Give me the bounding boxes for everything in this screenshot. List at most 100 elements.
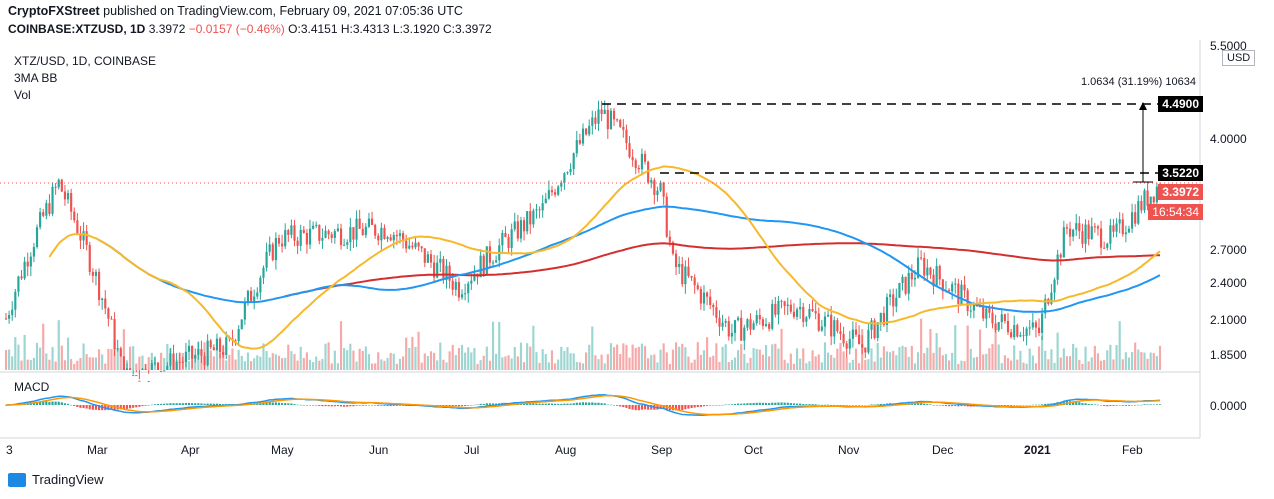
macd-histogram-bar [628,405,631,409]
macd-histogram-bar [1106,405,1109,407]
macd-histogram-bar [1044,403,1047,405]
volume-bar [935,333,938,370]
candle-body [42,212,45,216]
legend-indicator-volume[interactable]: Vol [14,88,31,102]
candle-body [848,338,851,349]
candle-body [1022,335,1025,337]
volume-bar [854,348,858,370]
macd-tick-zero: 0.0000 [1210,399,1247,413]
price-tick-3: 2.7000 [1210,243,1247,257]
candle-body [696,285,699,290]
volume-bar [417,331,420,370]
macd-histogram-bar [1062,401,1065,405]
candle-body [1028,327,1031,329]
macd-histogram-bar [32,402,36,405]
volume-bar [910,345,913,370]
candle-body [4,318,8,320]
macd-histogram-bar [1022,405,1025,406]
macd-histogram-bar [650,405,653,410]
volume-bar [277,355,281,370]
macd-histogram-bar [88,405,91,410]
candle-body [448,265,451,281]
volume-bar [774,343,777,370]
macd-histogram-bar [920,403,923,405]
candle-body [107,308,110,319]
macd-histogram-bar [147,405,150,406]
legend-indicator-ma[interactable]: 3MA BB [14,71,58,85]
volume-bar [358,348,361,370]
time-tick-sep: Sep [651,443,673,457]
volume-bar [783,359,786,370]
macd-histogram-bar [370,405,374,406]
volume-bar [851,359,854,370]
macd-histogram-bar [541,403,544,405]
volume-bar [1084,346,1087,370]
publisher-line: CryptoFXStreet published on TradingView.… [8,4,463,18]
volume-bar [625,344,628,370]
volume-bar [609,343,613,370]
macd-histogram-bar [879,403,882,405]
candle-body [1127,228,1131,233]
volume-bar [808,361,811,370]
candle-body [665,196,668,237]
macd-histogram-bar [392,405,395,406]
volume-bar [696,342,699,370]
tradingview-footer[interactable]: TradingView [8,472,104,487]
candlesticks [4,100,1162,383]
macd-histogram-bar [1109,405,1112,406]
volume-bar [858,363,861,370]
candle-body [659,182,662,191]
volume-bar [1121,359,1124,370]
volume-bar [972,357,975,370]
candle-body [749,319,752,330]
volume-bar [758,349,761,370]
volume-bar [35,342,39,370]
time-tick-nov: Nov [838,443,859,457]
volume-bar [39,347,42,370]
volume-bar [594,355,597,370]
macd-histogram-bar [833,404,836,406]
macd-histogram-bar [687,405,690,409]
macd-histogram-bar [132,405,135,408]
macd-histogram-bar [491,403,495,405]
candle-body [519,220,523,239]
macd-histogram-bar [138,405,141,407]
currency-button[interactable]: USD [1222,50,1256,66]
candle-body [240,319,243,330]
volume-bar [132,346,135,370]
macd-histogram-bar [476,404,479,406]
candle-body [401,233,405,241]
macd-histogram-bar [467,405,470,406]
volume-bar [550,350,554,370]
legend-symbol[interactable]: XTZ/USD, 1D, COINBASE [14,54,157,68]
volume-bar [507,355,510,370]
macd-legend[interactable]: MACD [14,380,50,394]
candle-body [495,260,498,263]
volume-bar [743,353,746,370]
candle-body [8,315,11,319]
macd-histogram-bar [54,401,57,405]
volume-bar [271,353,274,370]
macd-histogram-bar [836,405,839,406]
volume-bar [395,363,398,370]
volume-bar [1010,360,1013,370]
candle-body [1034,322,1037,328]
candle-body [156,362,160,370]
candle-body [420,246,423,249]
macd-histogram-bar [222,404,225,405]
time-tick-feb: Feb [1122,443,1143,457]
candle-body [870,320,873,330]
candle-body [237,329,240,342]
candle-body [97,271,101,300]
volume-bar [1090,357,1093,370]
candle-body [600,109,603,114]
candle-body [721,322,724,327]
macd-histogram-bar [79,405,82,408]
macd-histogram-bar [733,403,737,405]
macd-histogram-bar [91,405,94,410]
candle-body [110,318,113,320]
candle-body [1081,231,1084,244]
macd-histogram-bar [380,405,383,406]
macd-histogram-bar [1072,401,1075,405]
